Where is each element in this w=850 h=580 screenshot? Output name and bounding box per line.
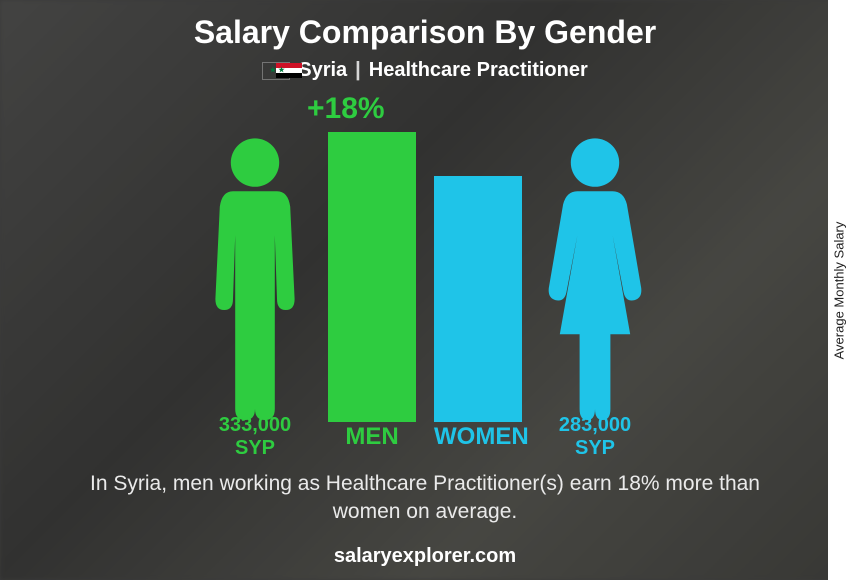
footer-source: salaryexplorer.com [0,545,850,568]
women-bar [434,176,522,422]
man-icon [200,132,310,422]
syria-flag-icon: ★ ★ [262,62,290,80]
infographic-content: Salary Comparison By Gender ★ ★ Syria | … [0,0,850,580]
separator-pipe: | [355,59,361,82]
woman-icon [540,132,650,422]
chart-area: +18% 333,000 SYP MEN WOMEN 283,0 [0,92,850,462]
country-label: Syria [298,59,347,82]
side-label: Average Monthly Salary [832,221,847,359]
men-label: MEN [328,423,416,451]
occupation-label: Healthcare Practitioner [369,59,588,82]
women-label: WOMEN [434,423,522,451]
side-label-container: Average Monthly Salary [828,0,850,580]
figure-row [0,132,850,422]
women-salary: 283,000 SYP [540,414,650,460]
labels-row: 333,000 SYP MEN WOMEN 283,000 SYP [0,414,850,460]
men-bar [328,132,416,422]
description-text: In Syria, men working as Healthcare Prac… [0,470,850,527]
men-salary: 333,000 SYP [200,414,310,460]
percent-diff-label: +18% [307,92,385,126]
subtitle-row: ★ ★ Syria | Healthcare Practitioner [0,59,850,82]
main-title: Salary Comparison By Gender [0,0,850,51]
